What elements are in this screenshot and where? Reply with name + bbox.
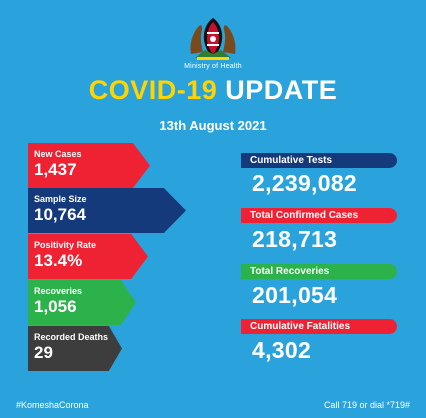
title-update: UPDATE [225, 75, 338, 105]
stat-label: Recorded Deaths [34, 332, 109, 342]
total-confirmed-cases-value: 218,713 [252, 226, 338, 252]
stat-new-cases: New Cases 1,437 [28, 143, 150, 188]
cumulative-fatalities-label: Cumulative Fatalities [241, 319, 397, 334]
stat-recoveries: Recoveries 1,056 [28, 280, 136, 325]
cumulative-tests-label: Cumulative Tests [241, 153, 397, 168]
stat-recorded-deaths: Recorded Deaths 29 [28, 326, 122, 371]
stat-label: Recoveries [34, 286, 83, 296]
title-covid: COVID-19 [88, 75, 218, 105]
stat-sample-size: Sample Size 10,764 [28, 188, 186, 233]
total-recoveries-label: Total Recoveries [241, 264, 397, 279]
report-date: 13th August 2021 [159, 118, 267, 133]
cumulative-fatalities-value: 4,302 [252, 337, 312, 363]
cumulative-tests-value: 2,239,082 [252, 170, 358, 196]
stat-label: New Cases [34, 149, 82, 159]
stat-label: Sample Size [34, 194, 87, 204]
stat-label: Positivity Rate [34, 240, 97, 250]
stat-value: 10,764 [34, 205, 86, 224]
ministry-name: Ministry of Health [184, 63, 242, 70]
hotline: Call 719 or dial *719# [323, 400, 410, 410]
stat-value: 1,056 [34, 297, 77, 316]
stat-value: 1,437 [34, 160, 77, 179]
stat-positivity-rate: Positivity Rate 13.4% [28, 234, 148, 279]
stat-value: 29 [34, 343, 53, 362]
hashtag: #KomeshaCorona [16, 400, 89, 410]
page-title: COVID-19 UPDATE [0, 75, 426, 106]
stat-value: 13.4% [34, 251, 83, 270]
coat-of-arms-icon [190, 18, 236, 60]
total-confirmed-cases-label: Total Confirmed Cases [241, 208, 397, 223]
total-recoveries-value: 201,054 [252, 282, 338, 308]
